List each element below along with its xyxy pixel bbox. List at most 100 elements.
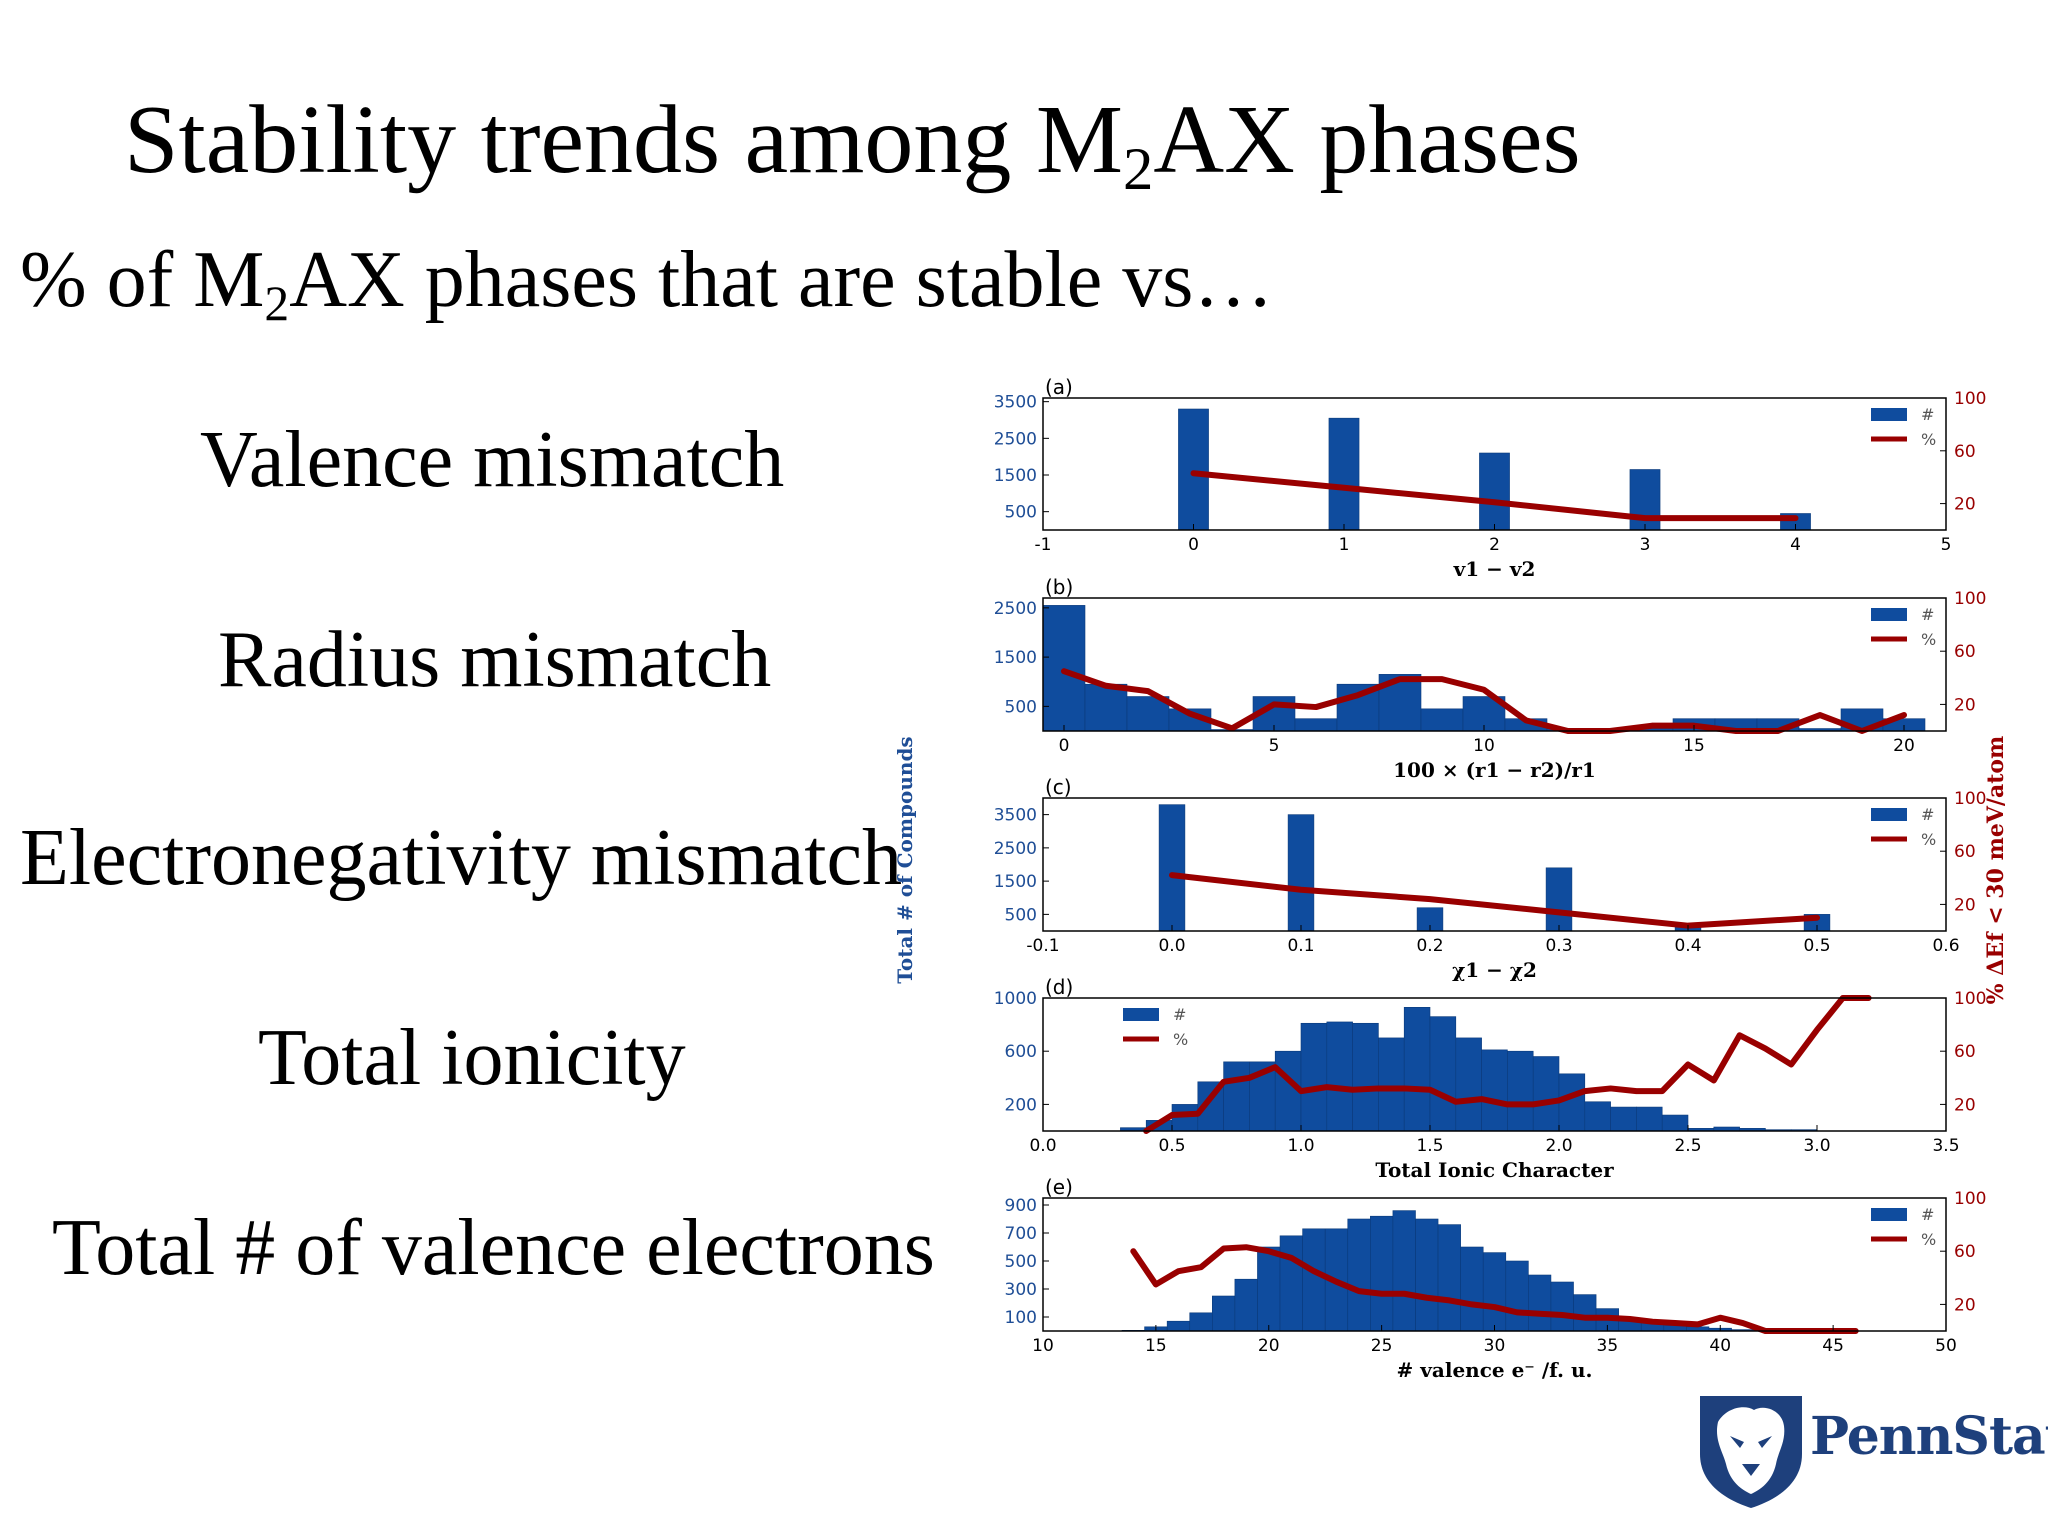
y-right-tick-label: 60	[1954, 1042, 1976, 1062]
bar	[1403, 1007, 1431, 1132]
x-tick-label: 1	[1339, 535, 1350, 555]
x-tick-label: -1	[1035, 535, 1052, 555]
y-left-tick-label: 500	[1005, 697, 1037, 717]
bar	[1429, 1016, 1457, 1132]
bar	[1415, 1218, 1439, 1332]
bar	[1370, 1215, 1394, 1332]
y-left-tick-label: 600	[1005, 1042, 1037, 1062]
bar	[1636, 1106, 1663, 1132]
y-right-tick-label: 20	[1954, 695, 1976, 715]
bar	[1482, 1252, 1507, 1332]
panel-label: (d)	[1045, 975, 1073, 999]
legend-bar-label: #	[1921, 805, 1934, 824]
x-tick-label: 15	[1683, 736, 1705, 756]
plot-frame	[1042, 997, 1947, 1132]
y-right-tick-label: 60	[1954, 442, 1976, 462]
bar	[1584, 1101, 1611, 1132]
x-tick-label: 5	[1269, 736, 1280, 756]
legend-line-label: %	[1921, 1230, 1936, 1249]
panel-label: (e)	[1045, 1175, 1073, 1199]
x-tick-label: 15	[1145, 1336, 1167, 1356]
legend-bar-swatch	[1871, 608, 1907, 621]
percent-line	[1169, 872, 1820, 929]
bar	[1420, 708, 1464, 732]
x-axis-label: χ1 − χ2	[1452, 958, 1537, 982]
bar	[1166, 1320, 1191, 1332]
x-tick-label: 10	[1473, 736, 1495, 756]
x-axis-label: # valence e⁻ /f. u.	[1397, 1358, 1593, 1382]
bar	[1212, 1295, 1236, 1332]
chart-panel-c: -0.1 0.0 0.1 0.2 0.3 0.4 0.5 0.6 500 1500 2500 3500…	[994, 775, 1987, 982]
y-left-tick-label: 200	[1005, 1095, 1037, 1115]
topic-radius-mismatch: Radius mismatch	[218, 616, 772, 704]
x-tick-label: 0.3	[1545, 936, 1572, 956]
bar	[1328, 417, 1360, 531]
x-tick-label: 20	[1258, 1336, 1280, 1356]
y-left-tick-label: 2500	[994, 429, 1037, 449]
subtitle-text-post: AX phases that are stable vs…	[289, 236, 1274, 324]
topic-electronegativity-mismatch: Electronegativity mismatch	[20, 814, 902, 902]
x-tick-label: 50	[1935, 1336, 1957, 1356]
y-left-tick-label: 500	[1005, 503, 1037, 523]
y-left-tick-label: 2500	[994, 599, 1037, 619]
x-tick-label: 4	[1790, 535, 1801, 555]
x-tick-label: 0.4	[1674, 936, 1701, 956]
bar	[1507, 1050, 1534, 1132]
legend-bar-label: #	[1921, 605, 1934, 624]
percent-line	[1190, 470, 1799, 522]
bar	[1550, 1281, 1574, 1332]
x-tick-label: 2	[1489, 535, 1500, 555]
bar	[1528, 1274, 1552, 1332]
x-tick-label: 2.5	[1674, 1136, 1701, 1156]
y-right-tick-label: 20	[1954, 1095, 1976, 1115]
y-right-tick-label: 100	[1954, 789, 1986, 809]
x-tick-label: 0.0	[1158, 936, 1185, 956]
bar	[1455, 1037, 1482, 1132]
slide-title: Stability trends among M2AX phases	[124, 82, 1581, 207]
x-tick-label: 1.0	[1287, 1136, 1314, 1156]
panel-label: (b)	[1045, 575, 1073, 599]
y-left-tick-label: 500	[1005, 905, 1037, 925]
bar	[1126, 696, 1170, 732]
x-tick-label: 35	[1597, 1336, 1619, 1356]
bar	[1481, 1049, 1508, 1132]
y-right-tick-label: 100	[1954, 1189, 1986, 1209]
bar	[1326, 1021, 1353, 1132]
x-tick-label: 3.0	[1803, 1136, 1830, 1156]
subtitle-subscript: 2	[264, 275, 290, 331]
legend-line-label: %	[1921, 430, 1936, 449]
y-left-tick-label: 500	[1005, 1252, 1037, 1272]
y-right-tick-label: 100	[1954, 989, 1986, 1009]
bar	[1347, 1218, 1371, 1332]
bar	[1460, 1246, 1484, 1332]
subtitle-text-pre: % of M	[20, 236, 265, 324]
y-left-tick-label: 1500	[994, 648, 1037, 668]
bar	[1558, 1073, 1586, 1132]
bar	[1573, 1294, 1597, 1332]
x-tick-label: 0.0	[1029, 1136, 1056, 1156]
chart-panel-b: 0 5 10 15 20 500 1500 2500 20 60 100 (b) 100 × (r1 −…	[994, 575, 1987, 782]
x-tick-label: 1.5	[1416, 1136, 1443, 1156]
chart-panel-a: -1 0 1 2 3 4 5 500 1500 2500 3500 20 60 100 (a) v1 − v2…	[994, 375, 1987, 581]
bar	[1279, 1235, 1303, 1332]
bar	[1084, 683, 1128, 732]
legend-bar-label: #	[1921, 1205, 1934, 1224]
percent-line	[1130, 1244, 1859, 1334]
x-tick-label: 5	[1941, 535, 1952, 555]
x-tick-label: 0.6	[1932, 936, 1959, 956]
bar	[1189, 1312, 1213, 1332]
x-tick-label: 0.5	[1803, 936, 1830, 956]
y-left-tick-label: 3500	[994, 806, 1037, 826]
bar	[1178, 408, 1209, 531]
y-right-tick-label: 100	[1954, 589, 1986, 609]
x-axis-label: Total Ionic Character	[1375, 1158, 1614, 1182]
chart-panel-d: 0.0 0.5 1.0 1.5 2.0 2.5 3.0 3.5 200 600 1000 20 60 10…	[994, 975, 1987, 1182]
bar	[1378, 1037, 1405, 1132]
slide-subtitle: % of M2AX phases that are stable vs…	[20, 232, 1273, 333]
bar	[1479, 452, 1510, 531]
pennstate-logo-text: PennState	[1810, 1406, 2048, 1467]
y-left-tick-label: 900	[1005, 1196, 1037, 1216]
y-left-tick-label: 1500	[994, 466, 1037, 486]
title-text-post: AX phases	[1153, 86, 1581, 194]
bar	[1661, 1114, 1689, 1132]
